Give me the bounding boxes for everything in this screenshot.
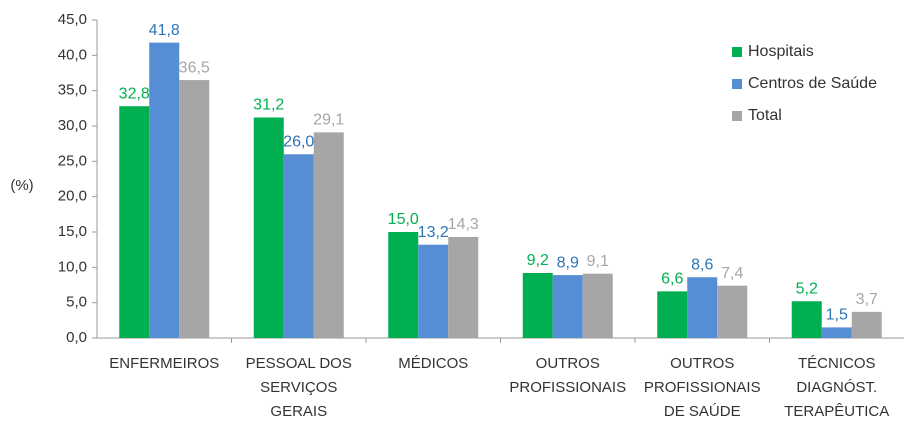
value-label: 7,4 xyxy=(721,265,743,282)
y-tick-label: 5,0 xyxy=(66,294,87,311)
y-tick-label: 20,0 xyxy=(58,188,87,205)
value-label: 41,8 xyxy=(149,22,180,39)
value-label: 31,2 xyxy=(253,97,284,114)
value-label: 6,6 xyxy=(661,271,683,288)
value-label: 14,3 xyxy=(448,216,479,233)
x-tick-label: PESSOAL DOS SERVIÇOS GERAIS xyxy=(246,355,352,420)
bar xyxy=(448,236,479,338)
y-tick-label: 10,0 xyxy=(58,258,87,275)
bar xyxy=(149,42,180,338)
bar xyxy=(283,154,314,338)
x-tick-label: TÉCNICOS DIAGNÓST. TERAPÊUTICA xyxy=(784,355,889,420)
bar xyxy=(522,272,553,338)
bar xyxy=(179,80,210,339)
legend-label: Total xyxy=(748,107,782,124)
bar xyxy=(851,311,882,338)
value-label: 8,9 xyxy=(557,254,579,271)
bar xyxy=(418,244,449,338)
legend-label: Hospitais xyxy=(748,43,814,60)
y-tick-label: 15,0 xyxy=(58,223,87,240)
value-label: 9,2 xyxy=(527,252,549,269)
legend-label: Centros de Saúde xyxy=(748,75,877,92)
bar xyxy=(552,275,583,338)
x-tick-label: OUTROS PROFISSIONAIS xyxy=(509,355,626,396)
bar xyxy=(119,106,150,338)
legend-swatch xyxy=(732,47,742,57)
x-tick-label: OUTROS PROFISSIONAIS DE SAÚDE xyxy=(644,355,761,420)
bar xyxy=(388,232,419,338)
bar xyxy=(791,301,822,338)
y-tick-label: 0,0 xyxy=(66,329,87,346)
bar xyxy=(313,132,344,338)
value-label: 26,0 xyxy=(283,133,314,150)
value-label: 29,1 xyxy=(313,112,344,129)
bar xyxy=(582,273,613,338)
value-label: 15,0 xyxy=(388,211,419,228)
bar xyxy=(821,327,852,338)
x-tick-label: ENFERMEIROS xyxy=(109,355,219,372)
legend-swatch xyxy=(732,111,742,121)
bar xyxy=(657,291,688,338)
bar xyxy=(253,117,284,339)
bar xyxy=(687,277,718,338)
y-tick-label: 45,0 xyxy=(58,11,87,28)
value-label: 32,8 xyxy=(119,85,150,102)
value-label: 8,6 xyxy=(691,256,713,273)
value-label: 9,1 xyxy=(587,253,609,270)
value-label: 36,5 xyxy=(179,59,210,76)
y-tick-label: 25,0 xyxy=(58,152,87,169)
y-tick-label: 30,0 xyxy=(58,117,87,134)
bar xyxy=(717,285,748,338)
y-tick-label: 35,0 xyxy=(58,82,87,99)
value-label: 1,5 xyxy=(826,307,848,324)
y-axis-label: (%) xyxy=(10,177,33,194)
value-label: 13,2 xyxy=(418,224,449,241)
legend-swatch xyxy=(732,79,742,89)
value-label: 5,2 xyxy=(796,280,818,297)
value-label: 3,7 xyxy=(856,291,878,308)
x-tick-label: MÉDICOS xyxy=(398,355,468,372)
y-tick-label: 40,0 xyxy=(58,46,87,63)
